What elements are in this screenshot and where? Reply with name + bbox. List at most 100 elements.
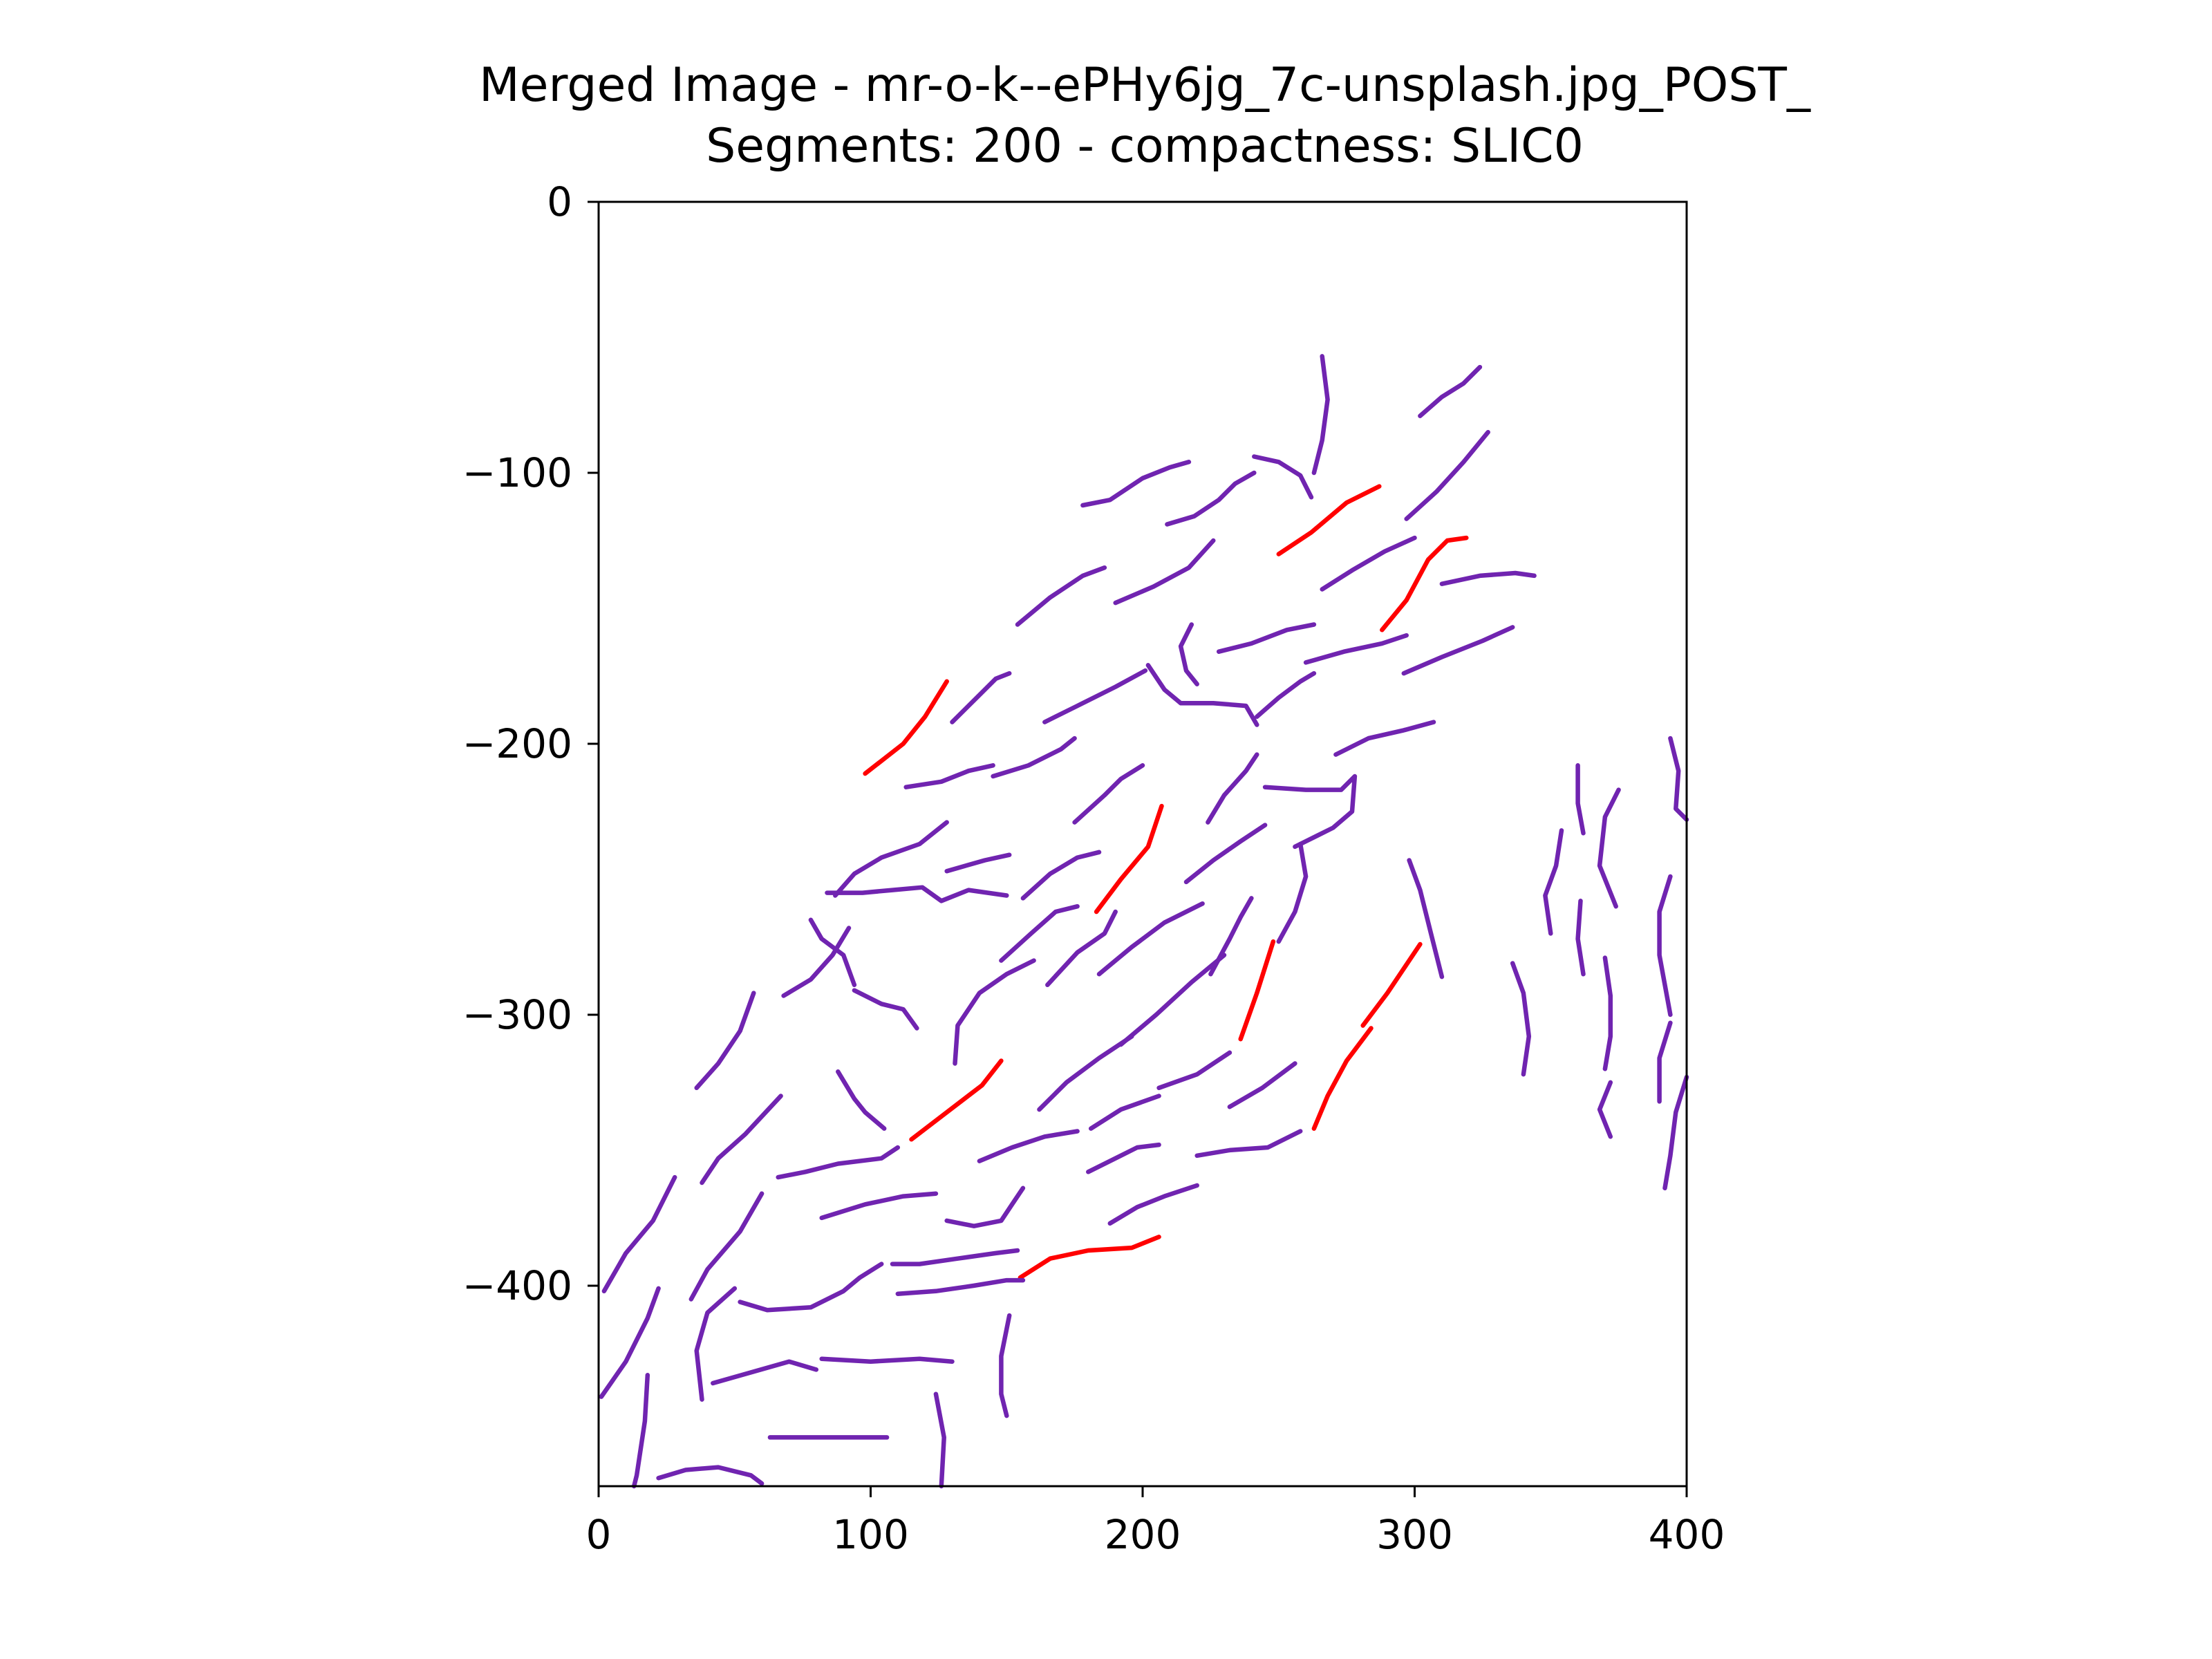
x-tick-label: 300: [1376, 1511, 1453, 1558]
purple-segment-line-23: [1145, 663, 1259, 727]
purple-segment-line-34: [944, 852, 1012, 874]
segment-lines: [599, 354, 1689, 1489]
purple-segment-line-59: [1194, 1129, 1303, 1159]
x-tick-label: 200: [1105, 1511, 1181, 1558]
purple-segment-line-15: [1320, 535, 1417, 592]
y-tick-label: −400: [462, 1262, 572, 1309]
purple-segment-line-12: [1311, 354, 1330, 476]
purple-segment-line-68: [895, 1277, 1026, 1296]
purple-segment-line-81: [1597, 787, 1621, 909]
purple-segment-line-63: [688, 1191, 765, 1302]
purple-segment-line-53: [700, 1094, 783, 1185]
red-segment-line-0: [863, 679, 949, 776]
purple-segment-line-74: [631, 1373, 650, 1489]
red-segment-line-2: [1380, 535, 1469, 632]
purple-segment-line-56: [819, 1191, 939, 1221]
purple-segment-line-62: [601, 1174, 677, 1294]
y-tick-label: −100: [462, 449, 572, 496]
purple-segment-line-83: [1597, 1080, 1613, 1139]
purple-segment-line-43: [1276, 841, 1309, 944]
purple-segment-line-13: [1418, 364, 1483, 418]
chart-title-line-1: Merged Image - mr-o-k--ePHy6jg_7c-unspla…: [479, 58, 1811, 113]
purple-segment-line-16: [1439, 570, 1537, 586]
purple-segment-line-42: [1208, 896, 1254, 977]
x-tick-label: 100: [832, 1511, 909, 1558]
purple-segment-line-85: [1657, 874, 1673, 1018]
purple-segment-line-87: [1662, 1074, 1689, 1191]
purple-segment-line-17: [1015, 565, 1107, 627]
chart-title-line-2: Segments: 200 - compactness: SLIC0: [706, 119, 1584, 174]
purple-segment-line-41: [1118, 953, 1227, 1047]
purple-segment-line-77: [1510, 961, 1532, 1077]
purple-segment-line-10: [1165, 470, 1257, 527]
red-segment-line-8: [1018, 1235, 1161, 1280]
purple-segment-line-28: [903, 763, 995, 789]
purple-segment-line-24: [1255, 671, 1317, 720]
x-tick-label: 0: [586, 1511, 612, 1558]
purple-segment-line-78: [1543, 828, 1564, 936]
red-segment-line-1: [1276, 484, 1382, 556]
purple-segment-line-84: [1668, 735, 1689, 822]
purple-segment-line-54: [776, 1145, 901, 1180]
purple-segment-line-49: [1156, 1050, 1232, 1091]
purple-segment-line-36: [1183, 823, 1268, 885]
purple-segment-line-82: [1602, 955, 1613, 1071]
purple-segment-line-46: [852, 988, 919, 1031]
purple-segment-line-44: [808, 917, 857, 988]
plot-frame: [597, 200, 1688, 1488]
y-axis: 0 −100 −200 −300 −400: [462, 178, 599, 1309]
purple-segment-line-66: [694, 1286, 738, 1402]
purple-segment-line-55: [836, 1069, 887, 1131]
purple-segment-line-48: [1037, 1034, 1134, 1112]
purple-segment-line-57: [977, 1129, 1080, 1163]
x-tick-label: 400: [1649, 1511, 1725, 1558]
purple-segment-line-19: [1216, 622, 1317, 654]
purple-segment-line-18: [1113, 538, 1216, 606]
purple-segment-line-69: [999, 1313, 1012, 1418]
red-segment-line-6: [1311, 1026, 1374, 1131]
purple-segment-line-11: [1252, 454, 1314, 500]
purple-segment-line-14: [1404, 429, 1490, 521]
red-segment-line-5: [1360, 941, 1423, 1028]
purple-segment-line-75: [656, 1465, 765, 1486]
purple-segment-line-27: [950, 671, 1012, 724]
purple-segment-line-40: [1096, 901, 1205, 977]
purple-segment-line-86: [1657, 1020, 1673, 1104]
purple-segment-line-25: [1333, 720, 1436, 757]
purple-segment-line-32: [1262, 774, 1358, 850]
purple-segment-line-50: [1227, 1061, 1297, 1109]
purple-segment-line-38: [999, 903, 1080, 963]
y-tick-label: −300: [462, 991, 572, 1038]
purple-segment-line-51: [1088, 1094, 1161, 1131]
purple-segment-line-67: [890, 1248, 1020, 1266]
purple-segment-line-61: [1107, 1183, 1199, 1226]
purple-segment-line-20: [1303, 632, 1409, 665]
purple-segment-line-79: [1575, 763, 1586, 836]
purple-segment-line-60: [944, 1185, 1026, 1228]
purple-segment-line-21: [1401, 625, 1515, 676]
y-tick-label: 0: [547, 178, 572, 225]
purple-segment-line-39: [1045, 909, 1118, 988]
purple-segment-line-52: [694, 991, 756, 1091]
purple-segment-line-76: [1407, 858, 1445, 980]
purple-segment-line-31: [1206, 752, 1259, 825]
purple-segment-line-70: [711, 1359, 819, 1386]
red-segment-line-7: [909, 1058, 1004, 1142]
purple-segment-line-22: [1178, 622, 1199, 686]
purple-segment-line-26: [1042, 668, 1148, 724]
purple-segment-line-58: [1086, 1142, 1161, 1174]
red-segment-line-4: [1238, 939, 1276, 1042]
purple-segment-line-29: [991, 735, 1077, 779]
purple-segment-line-71: [819, 1356, 955, 1364]
purple-segment-line-45: [781, 926, 852, 998]
red-segment-line-3: [1094, 803, 1164, 915]
purple-segment-line-33: [833, 820, 949, 898]
purple-segment-line-80: [1575, 899, 1586, 977]
purple-segment-line-35: [1020, 850, 1102, 901]
y-tick-label: −200: [462, 720, 572, 767]
x-axis: 0 100 200 300 400: [586, 1486, 1725, 1558]
purple-segment-line-47: [953, 958, 1036, 1066]
purple-segment-line-65: [738, 1262, 884, 1313]
purple-segment-line-9: [1080, 460, 1192, 508]
